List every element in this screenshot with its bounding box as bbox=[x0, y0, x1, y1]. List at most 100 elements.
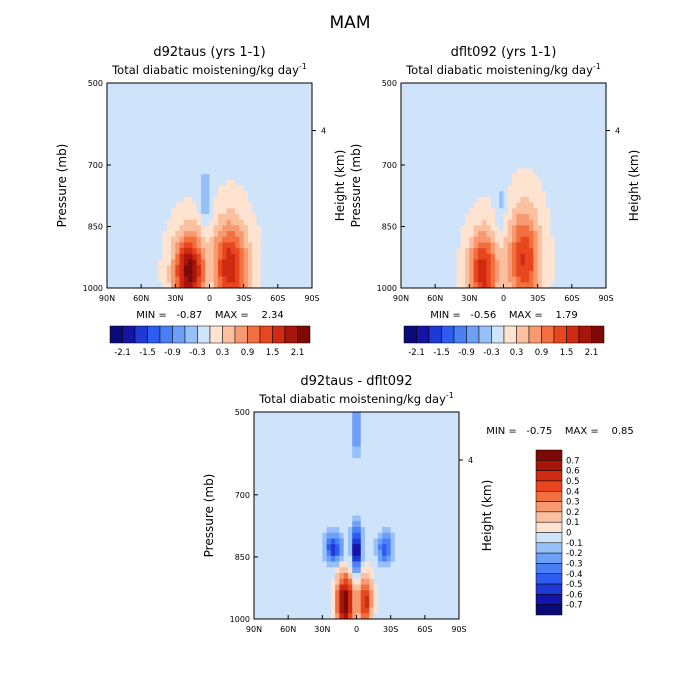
field-cell bbox=[213, 139, 219, 147]
field-cell bbox=[529, 202, 534, 209]
field-cell bbox=[269, 100, 275, 107]
field-cell bbox=[418, 270, 423, 278]
field-cell bbox=[166, 88, 172, 95]
field-cell bbox=[258, 567, 264, 574]
field-cell bbox=[469, 105, 475, 113]
field-cell bbox=[162, 242, 168, 249]
field-cell bbox=[166, 196, 172, 204]
field-cell bbox=[153, 94, 159, 101]
field-cell bbox=[313, 498, 319, 505]
field-cell bbox=[269, 219, 275, 226]
field-cell bbox=[192, 94, 198, 101]
field-cell bbox=[239, 117, 245, 124]
field-cell bbox=[339, 601, 345, 609]
field-cell bbox=[254, 550, 259, 557]
field-cell bbox=[554, 100, 560, 107]
field-cell bbox=[296, 578, 302, 586]
field-cell bbox=[128, 151, 134, 158]
field-cell bbox=[330, 561, 336, 568]
field-cell bbox=[580, 157, 586, 164]
field-cell bbox=[559, 185, 564, 192]
field-cell bbox=[529, 134, 534, 141]
field-cell bbox=[243, 179, 249, 187]
field-cell bbox=[273, 145, 279, 152]
field-cell bbox=[111, 145, 117, 152]
field-cell bbox=[309, 613, 315, 619]
field-cell bbox=[499, 145, 505, 152]
field-cell bbox=[499, 157, 505, 164]
field-cell bbox=[356, 469, 362, 476]
field-cell bbox=[188, 162, 194, 170]
field-cell bbox=[258, 492, 264, 499]
field-cell bbox=[507, 83, 513, 90]
field-cell bbox=[477, 213, 483, 221]
field-cell bbox=[307, 236, 312, 244]
field-cell bbox=[183, 111, 189, 118]
field-cell bbox=[512, 259, 517, 266]
field-cell bbox=[179, 162, 185, 170]
field-cell bbox=[382, 555, 387, 563]
field-cell bbox=[162, 185, 168, 192]
field-cell bbox=[183, 202, 189, 209]
field-cell bbox=[326, 509, 332, 517]
field-cell bbox=[546, 253, 552, 261]
field-cell bbox=[516, 242, 522, 249]
field-cell bbox=[386, 417, 392, 425]
field-cell bbox=[382, 504, 387, 511]
field-cell bbox=[490, 134, 496, 141]
field-cell bbox=[307, 213, 312, 221]
field-cell bbox=[567, 145, 573, 152]
field-cell bbox=[584, 174, 590, 181]
field-cell bbox=[188, 174, 194, 181]
field-cell bbox=[158, 253, 164, 261]
field-cell bbox=[546, 202, 552, 209]
field-cell bbox=[377, 498, 383, 505]
field-cell bbox=[252, 282, 258, 288]
colorbar-box bbox=[403, 325, 417, 344]
field-cell bbox=[266, 446, 272, 453]
field-cell bbox=[588, 231, 594, 238]
field-cell bbox=[279, 412, 285, 419]
field-cell bbox=[196, 276, 202, 283]
field-cell bbox=[288, 578, 294, 586]
field-cell bbox=[369, 561, 375, 568]
field-cell bbox=[196, 139, 202, 147]
field-cell bbox=[132, 111, 138, 118]
field-cell bbox=[305, 555, 311, 563]
field-cell bbox=[360, 423, 366, 430]
field-cell bbox=[273, 179, 279, 187]
field-cell bbox=[567, 253, 573, 261]
colorbar-box bbox=[172, 325, 186, 344]
field-cell bbox=[283, 532, 289, 540]
field-cell bbox=[601, 94, 606, 101]
field-cell bbox=[271, 504, 276, 511]
field-cell bbox=[162, 128, 168, 135]
field-cell bbox=[124, 259, 129, 266]
field-cell bbox=[567, 191, 573, 198]
field-cell bbox=[247, 225, 253, 232]
field-cell bbox=[196, 134, 202, 141]
field-cell bbox=[277, 191, 283, 198]
field-cell bbox=[503, 111, 509, 118]
field-cell bbox=[559, 265, 564, 272]
field-cell bbox=[443, 202, 449, 209]
field-cell bbox=[403, 596, 409, 603]
field-cell bbox=[593, 248, 599, 255]
colorbar-box bbox=[416, 325, 430, 344]
field-cell bbox=[254, 429, 259, 436]
field-cell bbox=[128, 196, 134, 204]
field-cell bbox=[524, 208, 530, 215]
field-cell bbox=[209, 179, 215, 187]
field-cell bbox=[266, 544, 272, 551]
field-cell bbox=[401, 231, 406, 238]
field-cell bbox=[252, 219, 258, 226]
field-cell bbox=[243, 208, 249, 215]
field-cell bbox=[196, 151, 202, 158]
field-cell bbox=[192, 151, 198, 158]
field-cell bbox=[486, 128, 492, 135]
field-cell bbox=[322, 550, 328, 557]
field-cell bbox=[299, 253, 305, 261]
field-cell bbox=[390, 607, 396, 614]
field-cell bbox=[490, 168, 496, 175]
field-cell bbox=[413, 100, 419, 107]
